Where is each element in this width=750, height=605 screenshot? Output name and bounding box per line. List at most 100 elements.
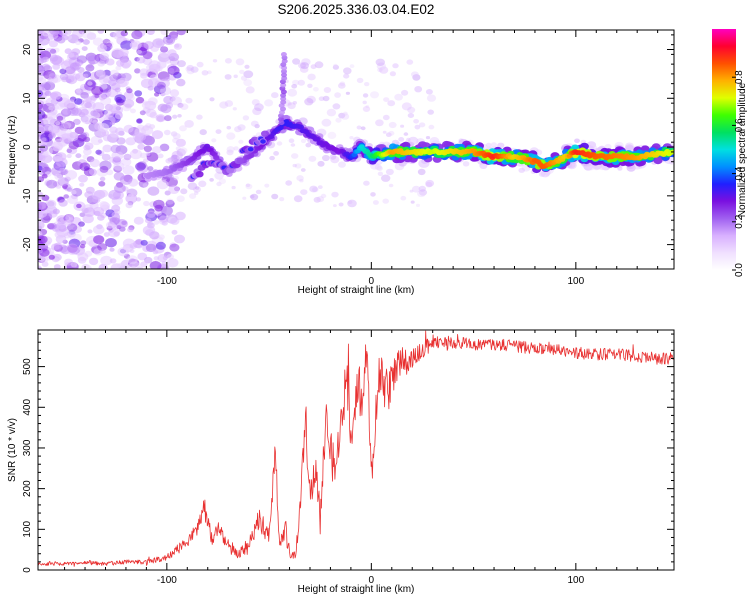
spectrogram-noise-blob <box>250 193 259 201</box>
spectrogram-noise-blob <box>296 175 304 182</box>
spectrogram-noise-blob <box>38 102 44 111</box>
spectrogram-noise-blob <box>292 58 301 65</box>
spectrogram-noise-blob <box>235 58 245 66</box>
spectrogram-noise-blob <box>409 189 414 193</box>
spectrogram-noise-blob <box>287 102 292 106</box>
spectrogram-noise-blob <box>148 124 156 130</box>
spectrogram-noise-blob <box>152 249 159 255</box>
spectrogram-noise-blob <box>83 144 91 151</box>
spectrogram-noise-blob <box>44 90 52 97</box>
spectrogram-noise-blob <box>199 129 207 136</box>
spectrogram-noise-blob <box>87 229 93 234</box>
spectrogram-noise-blob <box>46 199 57 208</box>
spectrogram-noise-blob <box>59 68 67 75</box>
spectrogram-noise-blob <box>189 193 197 200</box>
spectrogram-noise-blob <box>114 87 121 93</box>
spectrogram-noise-blob <box>99 201 109 209</box>
spectrogram-noise-blob <box>320 193 327 199</box>
spectrogram-noise-blob <box>163 129 171 136</box>
spectrogram-noise-blob <box>169 58 180 66</box>
spectrogram-noise-blob <box>127 227 134 233</box>
spectrogram-noise-blob <box>407 113 415 118</box>
spectrogram-noise-blob <box>38 266 42 269</box>
spectrogram-noise-blob <box>160 104 172 114</box>
spectrogram-noise-blob <box>167 65 180 76</box>
spectrogram-noise-blob <box>48 40 59 48</box>
spectrogram-noise-blob <box>63 122 72 129</box>
spectrogram-noise-blob <box>133 216 144 225</box>
spectrogram-noise-blob <box>38 35 50 46</box>
spectrogram-x-label: Height of straight line (km) <box>298 285 415 296</box>
spectrogram-noise-blob <box>109 258 117 264</box>
spectrogram-noise-blob <box>77 252 89 262</box>
spectrogram-noise-blob <box>195 186 200 190</box>
spectrogram-noise-blob <box>314 61 324 69</box>
spectrogram-noise-blob <box>132 131 144 141</box>
spectrogram-noise-blob <box>400 124 405 128</box>
spectrogram-noise-blob <box>290 143 296 147</box>
spectrogram-halo <box>574 138 580 144</box>
spectrogram-noise-blob <box>129 149 143 160</box>
spectrogram-noise-blob <box>75 72 86 82</box>
spectrogram-noise-blob <box>231 185 236 190</box>
spectrogram-noise-blob <box>76 203 82 209</box>
spectrogram-noise-blob <box>349 64 355 68</box>
spectrogram-noise-blob <box>97 243 108 252</box>
spectrogram-noise-blob <box>388 183 394 188</box>
spectrogram-noise-blob <box>53 264 61 269</box>
spectrogram-noise-blob <box>300 189 308 196</box>
spectrogram-noise-blob <box>398 137 405 142</box>
spectrogram-halo <box>625 144 634 152</box>
spectrogram-noise-blob <box>312 187 319 193</box>
spectrogram-noise-blob <box>347 199 357 208</box>
spectrogram-noise-blob <box>333 63 338 68</box>
spectrogram-noise-blob <box>54 155 62 162</box>
spectrogram-noise-blob <box>83 207 96 217</box>
spectrogram-noise-blob <box>157 153 164 159</box>
spectrogram-noise-blob <box>92 102 105 112</box>
spectrogram-noise-blob <box>74 98 83 105</box>
spectrogram-noise-blob <box>147 166 154 172</box>
snr-panel: -100 0 100 0 100 200 300 400 500 Height of stra… <box>7 329 675 595</box>
spectrogram-noise-blob <box>38 65 45 72</box>
spectrogram-noise-blob <box>94 93 100 98</box>
spectrogram-noise-blob <box>48 254 55 260</box>
spectrogram-noise-blob <box>338 112 346 119</box>
spectrogram-noise-blob <box>160 30 170 36</box>
spectrogram-noise-blob <box>166 198 174 205</box>
spectrogram-noise-blob <box>184 120 194 128</box>
spectrogram-noise-blob <box>144 218 152 224</box>
spectrogram-noise-blob <box>48 132 56 139</box>
spectrogram-noise-blob <box>299 66 309 73</box>
spectrogram-noise-blob <box>186 64 194 71</box>
spectrogram-noise-blob <box>114 113 123 120</box>
spectrogram-noise-blob <box>88 168 97 176</box>
spectrogram-noise-blob <box>53 257 60 263</box>
spectrogram-noise-blob <box>79 182 85 187</box>
spectrogram-noise-blob <box>226 132 236 140</box>
spectrogram-noise-blob <box>370 91 379 99</box>
spectrogram-noise-blob <box>403 132 409 136</box>
spectrogram-noise-blob <box>89 257 99 266</box>
spectrogram-noise-blob <box>338 82 346 89</box>
spectrogram-ridge-segment <box>653 157 663 165</box>
spectrogram-noise-blob <box>140 261 148 268</box>
colorbar: 0.0 0.2 0.4 0.6 0.8 Normalized spectral ampl… <box>712 29 748 277</box>
spectrogram-noise-blob <box>126 88 133 94</box>
spectrogram-noise-blob <box>412 185 421 193</box>
spectrogram-noise-blob <box>343 67 352 75</box>
spectrogram-noise-blob <box>185 66 192 72</box>
spectrogram-noise-blob <box>291 153 299 159</box>
spectrogram-streak <box>281 58 288 64</box>
spectrogram-halo <box>374 164 382 170</box>
spectrogram-y-tick-label: -20 <box>22 237 33 252</box>
spectrogram-noise-blob <box>382 130 387 134</box>
spectrogram-branch-segment <box>247 147 254 152</box>
spectrogram-noise-blob <box>98 94 106 101</box>
spectrogram-noise-blob <box>193 191 199 195</box>
spectrogram-noise-blob <box>58 199 68 207</box>
spectrogram-noise-blob <box>317 160 325 167</box>
spectrogram-noise-blob <box>122 165 135 175</box>
spectrogram-noise-blob <box>178 147 188 155</box>
spectrogram-noise-blob <box>90 110 98 117</box>
